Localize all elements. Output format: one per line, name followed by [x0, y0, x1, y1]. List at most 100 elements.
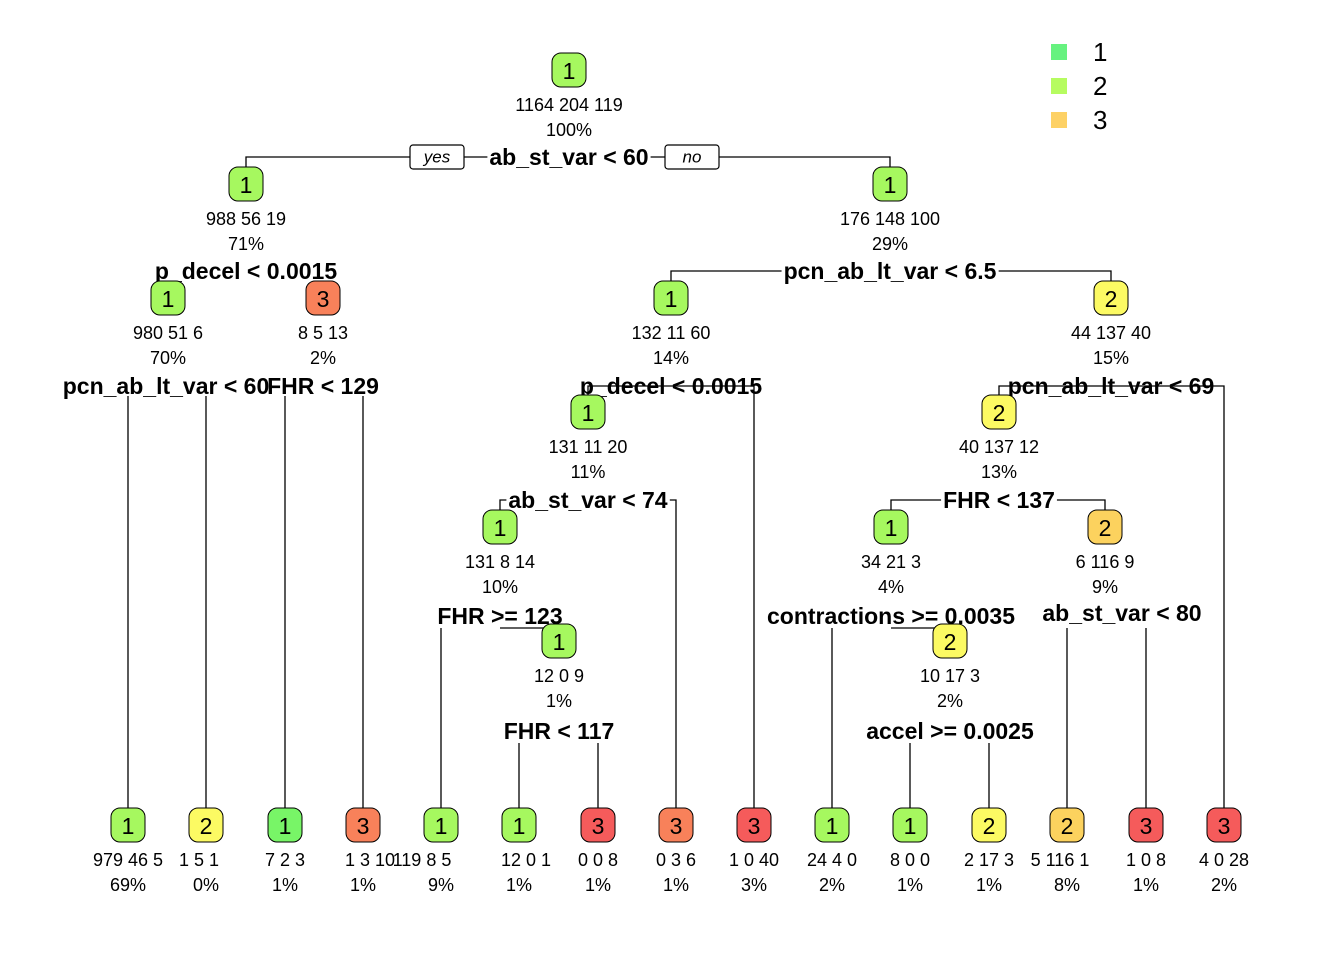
node-counts: 4 0 28 — [1199, 850, 1249, 870]
node-class-label: 1 — [884, 172, 897, 198]
node-class-box — [570, 394, 606, 430]
node-class-label: 1 — [553, 629, 566, 655]
yes-label: yes — [409, 144, 465, 170]
node-counts: 1 0 40 — [729, 850, 779, 870]
legend-label: 2 — [1093, 71, 1107, 101]
legend-entry-3: 3 — [1051, 105, 1107, 135]
edge-n7 — [998, 385, 1225, 808]
split-node: 3 8 5 13 2% FHR < 129 — [267, 280, 379, 399]
node-class-box — [482, 509, 518, 545]
node-class-box — [814, 807, 850, 843]
leaf-node: 1 8 0 0 1% — [890, 807, 930, 895]
node-percent: 2% — [819, 875, 845, 895]
node-class-box — [267, 807, 303, 843]
node-class-box — [971, 807, 1007, 843]
no-label: no — [664, 144, 720, 170]
node-class-label: 2 — [1105, 286, 1118, 312]
node-counts: 6 116 9 — [1076, 552, 1135, 572]
node-percent: 1% — [1133, 875, 1159, 895]
node-class-box — [653, 280, 689, 316]
node-percent: 2% — [310, 348, 336, 368]
node-class-label: 1 — [494, 515, 507, 541]
node-class-box — [501, 807, 537, 843]
node-percent: 9% — [428, 875, 454, 895]
node-class-label: 1 — [162, 286, 175, 312]
node-counts: 176 148 100 — [840, 209, 940, 229]
node-counts: 8 5 13 — [298, 323, 348, 343]
split-node: 1 34 21 3 4% contractions >= 0.0035 — [767, 509, 1015, 629]
node-class-box — [150, 280, 186, 316]
leaf-node: 3 0 3 6 1% — [656, 807, 696, 895]
split-rule: pcn_ab_lt_var < 60 — [63, 373, 269, 399]
node-counts: 1 5 1 — [179, 850, 219, 870]
node-class-box — [1087, 509, 1123, 545]
node-class-label: 2 — [1099, 515, 1112, 541]
node-percent: 100% — [546, 120, 592, 140]
node-counts: 12 0 1 — [501, 850, 551, 870]
node-counts: 0 3 6 — [656, 850, 696, 870]
node-class-box — [423, 807, 459, 843]
node-class-label: 3 — [1218, 813, 1231, 839]
node-percent: 1% — [585, 875, 611, 895]
node-class-label: 1 — [435, 813, 448, 839]
node-class-label: 1 — [582, 400, 595, 426]
node-class-box — [551, 52, 587, 88]
edge-n12 — [499, 499, 677, 808]
node-percent: 9% — [1092, 577, 1118, 597]
legend-label: 1 — [1093, 37, 1107, 67]
node-percent: 1% — [976, 875, 1002, 895]
leaf-node: 1 24 4 0 2% — [807, 807, 857, 895]
node-class-label: 3 — [592, 813, 605, 839]
split-rule: ab_st_var < 80 — [1042, 600, 1201, 626]
leaf-node: 1 7 2 3 1% — [265, 807, 305, 895]
node-percent: 1% — [350, 875, 376, 895]
node-class-label: 2 — [944, 629, 957, 655]
yes-label-text: yes — [423, 148, 451, 167]
node-class-box — [892, 807, 928, 843]
split-node: 1 988 56 19 71% p_decel < 0.0015 — [152, 166, 340, 284]
node-counts: 8 0 0 — [890, 850, 930, 870]
split-node: 1 132 11 60 14% p_decel < 0.0015 — [580, 280, 762, 399]
node-class-label: 1 — [826, 813, 839, 839]
node-class-label: 2 — [200, 813, 213, 839]
split-rule: pcn_ab_lt_var < 6.5 — [784, 258, 997, 284]
leaf-node: 3 1 3 10 1% — [345, 807, 395, 895]
node-counts: 0 0 8 — [578, 850, 618, 870]
node-percent: 8% — [1054, 875, 1080, 895]
node-class-label: 1 — [904, 813, 917, 839]
node-percent: 1% — [272, 875, 298, 895]
split-rule: ab_st_var < 60 — [489, 144, 648, 170]
node-class-box — [932, 623, 968, 659]
leaf-node: 2 1 5 1 0% — [179, 807, 224, 895]
yes-no-labels: yes no — [409, 144, 720, 170]
node-class-label: 1 — [885, 515, 898, 541]
legend-label: 3 — [1093, 105, 1107, 135]
node-class-label: 1 — [563, 58, 576, 84]
node-class-box — [1206, 807, 1242, 843]
node-counts: 980 51 6 — [133, 323, 203, 343]
leaf-node: 1 979 46 5 69% — [93, 807, 163, 895]
legend-swatch — [1051, 112, 1067, 128]
node-counts: 1 0 8 — [1126, 850, 1166, 870]
node-percent: 2% — [937, 691, 963, 711]
node-counts: 988 56 19 — [206, 209, 286, 229]
split-node: 2 6 116 9 9% ab_st_var < 80 — [1042, 509, 1202, 626]
split-node: 1 131 11 20 11% ab_st_var < 74 — [506, 394, 670, 513]
node-percent: 10% — [482, 577, 518, 597]
node-class-box — [580, 807, 616, 843]
node-counts: 24 4 0 — [807, 850, 857, 870]
leaf-node: 3 1 0 8 1% — [1126, 807, 1166, 895]
node-class-box — [736, 807, 772, 843]
node-counts: 2 17 3 — [964, 850, 1014, 870]
split-rule: FHR < 129 — [267, 373, 379, 399]
split-rule: FHR >= 123 — [437, 603, 562, 629]
node-percent: 1% — [897, 875, 923, 895]
node-class-box — [541, 623, 577, 659]
node-class-label: 2 — [983, 813, 996, 839]
node-counts: 7 2 3 — [265, 850, 305, 870]
node-percent: 3% — [741, 875, 767, 895]
node-class-box — [1049, 807, 1085, 843]
edge-n6 — [587, 385, 755, 808]
node-class-label: 3 — [748, 813, 761, 839]
split-node: 2 44 137 40 15% pcn_ab_lt_var < 69 — [1008, 280, 1214, 399]
